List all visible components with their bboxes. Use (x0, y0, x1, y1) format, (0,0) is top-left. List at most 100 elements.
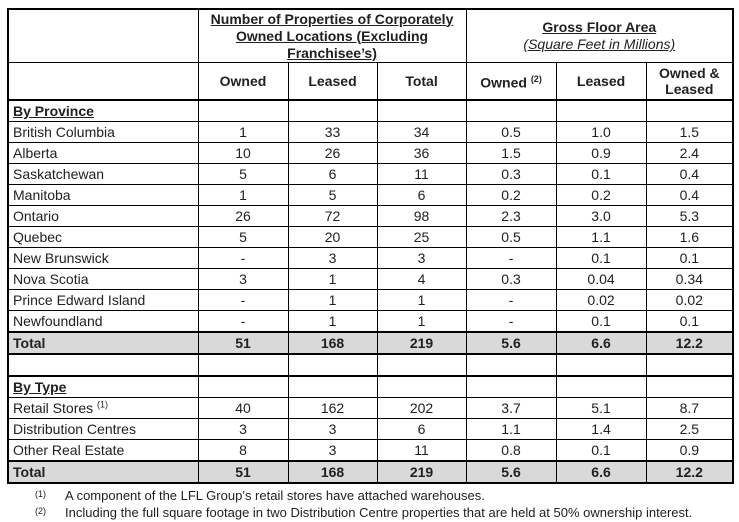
value-cell: 1 (376, 289, 467, 311)
empty-cell (555, 99, 647, 122)
empty-cell (555, 375, 647, 398)
col-header-label: Owned (219, 73, 267, 89)
total-row: Total 51 168 219 5.6 6.6 12.2 (7, 331, 734, 355)
row-label: Newfoundland (13, 313, 103, 329)
corner-cell (7, 8, 199, 63)
value-cell: 8 (197, 439, 289, 462)
value-cell: 5.6 (465, 460, 557, 484)
value-cell: 1.1 (555, 226, 647, 248)
properties-header-line-3: Franchisee’s) (287, 44, 377, 61)
value-cell: 0.1 (645, 247, 734, 269)
table-row: Retail Stores (1) 40 162 202 3.7 5.1 8.7 (7, 397, 734, 419)
properties-group-header-cell: Number of Properties of Corporately Owne… (197, 8, 467, 63)
row-label: Alberta (13, 145, 58, 161)
properties-table: Number of Properties of Corporately Owne… (7, 8, 735, 484)
group-header-row: Number of Properties of Corporately Owne… (7, 8, 734, 63)
row-label: Prince Edward Island (13, 292, 146, 308)
footnote-ref-1: (1) (97, 399, 109, 410)
value-cell: 6 (376, 184, 467, 206)
value-cell: 0.3 (465, 268, 557, 290)
value-cell: 1 (287, 268, 378, 290)
column-header-row: Owned Leased Total Owned (2) Leased Owne… (7, 62, 734, 101)
row-label-cell: Total (7, 460, 199, 484)
value-cell: 0.2 (465, 184, 557, 206)
table-row: New Brunswick -3 3-0.1 0.1 (7, 247, 734, 269)
spacer-cell (645, 353, 734, 377)
gfa-header-subtitle: (Square Feet in Millions) (523, 36, 676, 52)
empty-cell (645, 375, 734, 398)
footnotes: (1) A component of the LFL Group’s retai… (7, 487, 739, 521)
gfa-header-title: Gross Floor Area (542, 19, 657, 35)
table-row: Ontario 26 72 98 2.3 3.0 5.3 (7, 205, 734, 227)
value-cell: 0.34 (645, 268, 734, 290)
value-cell: 40 (197, 397, 289, 419)
value-cell: 0.9 (555, 142, 647, 164)
value-cell: 3 (197, 268, 289, 290)
row-label: New Brunswick (13, 250, 109, 266)
value-cell: 162 (287, 397, 378, 419)
value-cell: 0.5 (465, 121, 557, 143)
value-cell: 4 (376, 268, 467, 290)
properties-header-line-2: Owned Locations (Excluding (235, 27, 429, 44)
col-header-label: Leased (576, 73, 626, 89)
value-cell: 3.7 (465, 397, 557, 419)
row-label: British Columbia (13, 124, 115, 140)
value-cell: - (465, 310, 557, 333)
row-label: Other Real Estate (13, 442, 125, 458)
table-row: Other Real Estate 8 3 11 0.8 0.1 0.9 (7, 439, 734, 462)
table-row: Distribution Centres 3 3 6 1.1 1.4 2.5 (7, 418, 734, 440)
value-cell: 3 (287, 439, 378, 462)
col-header-owned-and-leased: Owned & Leased (645, 62, 734, 101)
footnote-ref-2: (2) (530, 74, 542, 85)
value-cell: 11 (376, 163, 467, 185)
value-cell: 202 (376, 397, 467, 419)
value-cell: 26 (197, 205, 289, 227)
row-label: Nova Scotia (13, 271, 89, 287)
empty-header-cell (7, 62, 199, 101)
row-label-cell: Newfoundland (7, 310, 199, 333)
value-cell: 6 (376, 418, 467, 440)
value-cell: - (465, 247, 557, 269)
row-label: Total (13, 335, 46, 351)
value-cell: 2.4 (645, 142, 734, 164)
value-cell: 219 (376, 460, 467, 484)
value-cell: 25 (376, 226, 467, 248)
value-cell: 3 (197, 418, 289, 440)
spacer-cell (197, 353, 289, 377)
value-cell: 0.3 (465, 163, 557, 185)
value-cell: 34 (376, 121, 467, 143)
footnote-2-marker: (2) (35, 506, 46, 516)
value-cell: 0.1 (555, 439, 647, 462)
value-cell: 51 (197, 460, 289, 484)
row-label-cell: Total (7, 331, 199, 355)
spacer-cell (7, 353, 199, 377)
value-cell: 12.2 (645, 331, 734, 355)
value-cell: 6.6 (555, 460, 647, 484)
col-header-label: Owned & Leased (658, 65, 720, 97)
row-label: Ontario (13, 208, 59, 224)
value-cell: - (197, 247, 289, 269)
value-cell: 0.02 (555, 289, 647, 311)
value-cell: 5 (287, 184, 378, 206)
value-cell: 168 (287, 331, 378, 355)
value-cell: 12.2 (645, 460, 734, 484)
row-label-cell: Ontario (7, 205, 199, 227)
spacer-row (7, 353, 734, 377)
value-cell: 51 (197, 331, 289, 355)
value-cell: 20 (287, 226, 378, 248)
value-cell: 5.3 (645, 205, 734, 227)
table-row: Prince Edward Island -1 1-0.02 0.02 (7, 289, 734, 311)
footnote-2: (2) Including the full square footage in… (35, 504, 739, 521)
value-cell: 3 (287, 247, 378, 269)
table-row: Manitoba 1 5 6 0.2 0.2 0.4 (7, 184, 734, 206)
table-body: By Province British Columbia 1 33 34 0.5 1.0 1.… (7, 99, 734, 484)
value-cell: 1 (287, 310, 378, 333)
value-cell: 1 (287, 289, 378, 311)
row-label-cell: Quebec (7, 226, 199, 248)
value-cell: 98 (376, 205, 467, 227)
footnote-1-marker: (1) (35, 489, 46, 499)
value-cell: 3.0 (555, 205, 647, 227)
value-cell: 0.8 (465, 439, 557, 462)
col-header-label: Leased (308, 73, 357, 89)
